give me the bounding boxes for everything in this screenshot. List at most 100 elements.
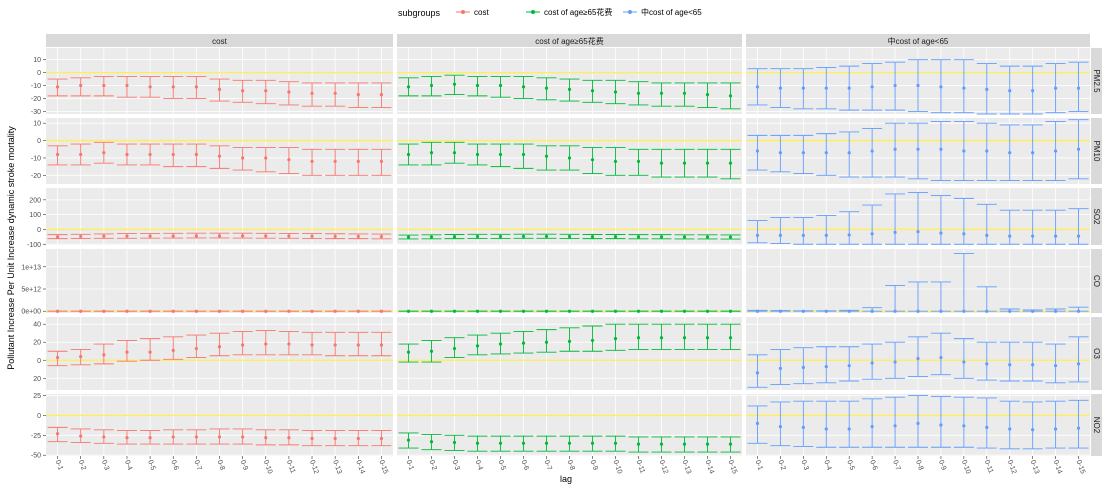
row-strip (1091, 394, 1102, 456)
errorbar-0-5 (839, 400, 860, 448)
errorbar-0-10 (255, 330, 276, 356)
point-estimate (171, 435, 175, 439)
point-estimate (217, 435, 222, 439)
column-strip (46, 34, 393, 47)
errorbar-0-9 (582, 435, 603, 452)
errorbar-0-6 (862, 307, 883, 313)
errorbar-0-5 (490, 233, 511, 239)
y-tick-label: 0 (37, 413, 41, 420)
point-estimate (521, 234, 526, 239)
errorbar-0-12 (999, 65, 1020, 115)
point-estimate (870, 309, 874, 313)
legend-key-1: cost of age≥65花费 (526, 7, 612, 17)
errorbar-0-15 (720, 436, 741, 453)
point-estimate (613, 159, 618, 164)
errorbar-0-1 (747, 134, 768, 171)
errorbar-0-10 (605, 234, 626, 240)
x-tick-label: 0-11 (635, 459, 646, 474)
point-estimate (498, 152, 503, 157)
point-estimate (985, 425, 989, 429)
point-estimate (498, 234, 503, 239)
errorbar-0-6 (513, 233, 534, 239)
errorbar-0-3 (793, 400, 814, 447)
errorbar-0-9 (582, 79, 603, 103)
point-estimate (241, 343, 245, 347)
errorbar-0-5 (140, 430, 161, 445)
point-estimate (778, 151, 783, 155)
errorbar-0-5 (839, 65, 860, 111)
errorbar-0-6 (163, 429, 184, 445)
errorbar-0-3 (93, 141, 114, 164)
x-tick-label: 0-15 (1075, 459, 1086, 475)
panel-5-0 (46, 394, 393, 456)
x-tick-label: 0-6 (169, 459, 179, 471)
errorbar-0-10 (605, 309, 626, 313)
errorbar-0-11 (976, 286, 997, 313)
point-estimate (406, 350, 411, 354)
y-axis-title: Pollutant Increase Per Unit Increase dyn… (6, 126, 16, 370)
point-estimate (406, 309, 411, 313)
errorbar-0-4 (116, 339, 137, 362)
errorbar-0-1 (747, 220, 768, 244)
point-estimate (682, 442, 687, 446)
errorbar-0-4 (467, 143, 488, 166)
point-estimate (778, 309, 783, 313)
point-estimate (379, 159, 384, 164)
errorbar-0-12 (302, 430, 323, 447)
point-estimate (379, 309, 384, 313)
errorbar-0-1 (747, 309, 768, 313)
point-estimate (962, 424, 966, 428)
point-estimate (310, 309, 314, 313)
panel-2-0 (46, 188, 393, 245)
y-tick-label: 0 (37, 358, 41, 365)
errorbar-0-4 (467, 435, 488, 452)
errorbar-0-6 (163, 232, 184, 239)
point-estimate (847, 364, 851, 368)
errorbar-0-10 (255, 429, 276, 446)
errorbar-0-13 (325, 233, 346, 240)
point-estimate (847, 151, 851, 155)
errorbar-0-15 (1068, 306, 1089, 313)
point-estimate (755, 149, 760, 153)
errorbar-0-4 (816, 133, 837, 176)
point-estimate (659, 91, 664, 95)
errorbar-0-14 (1045, 343, 1066, 384)
errorbar-0-8 (908, 395, 928, 448)
errorbar-0-13 (674, 436, 695, 453)
point-estimate (613, 90, 618, 94)
point-estimate (521, 309, 526, 313)
errorbar-0-15 (371, 331, 392, 357)
errorbar-0-7 (186, 309, 207, 313)
errorbar-0-2 (770, 134, 791, 173)
point-estimate (102, 309, 106, 313)
x-tick-label: 0-3 (799, 459, 809, 471)
y-tick-label: -10 (31, 83, 41, 90)
point-estimate (194, 234, 198, 238)
errorbar-0-11 (628, 309, 649, 313)
errorbar-0-13 (325, 430, 346, 447)
y-tick-label: 0 (37, 70, 41, 77)
column-strip-label: cost (212, 37, 227, 46)
legend-key-2: 中cost of age<65 (623, 7, 702, 17)
point-estimate (939, 231, 943, 235)
point-estimate (893, 360, 897, 364)
errorbar-0-5 (490, 143, 511, 168)
column-strip-label: cost of age≥65花费 (535, 36, 603, 46)
errorbar-0-3 (793, 134, 814, 175)
point-estimate (406, 85, 411, 89)
errorbar-0-13 (674, 148, 695, 178)
point-estimate (728, 309, 733, 313)
point-estimate (939, 147, 943, 151)
point-estimate (356, 234, 360, 239)
errorbar-0-15 (1068, 399, 1089, 449)
errorbar-0-7 (186, 76, 207, 99)
errorbar-0-15 (720, 148, 741, 180)
errorbar-0-9 (930, 395, 951, 448)
point-estimate (1054, 364, 1058, 368)
point-estimate (333, 309, 337, 313)
errorbar-0-8 (908, 59, 928, 112)
y-axis-1: 10 0 -10 -20 (31, 121, 46, 180)
point-estimate (659, 309, 664, 313)
panel-1-1 (397, 118, 742, 184)
errorbar-0-3 (444, 141, 465, 164)
